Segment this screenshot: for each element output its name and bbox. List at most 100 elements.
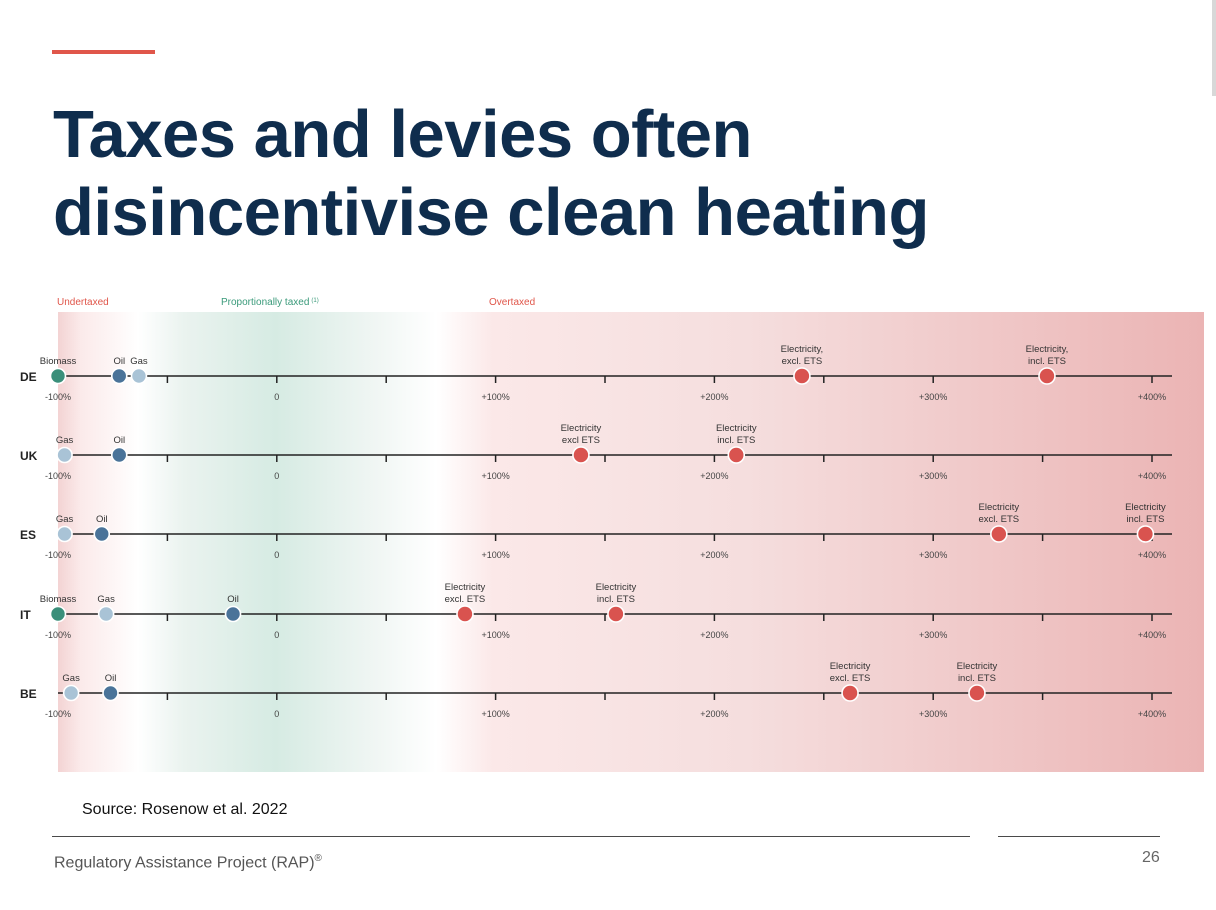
point-label: Electricity, [1026, 344, 1069, 355]
registered-mark: ® [314, 853, 322, 864]
point-label: Electricity [1125, 502, 1166, 513]
zone-label-proportionally-taxed-text: Proportionally taxed [221, 297, 309, 308]
window-edge [1212, 0, 1216, 96]
point-label: Gas [130, 356, 148, 367]
oil-point [224, 605, 242, 623]
point-label: Oil [105, 673, 117, 684]
electricity-point [1136, 525, 1155, 543]
electricity-point [793, 367, 811, 385]
gas-point [97, 605, 115, 623]
tick-label: +200% [700, 392, 728, 402]
oil-point [102, 684, 119, 702]
chart-row-de: DE -100% 0 +100% +200% +300% +400% Biomass Oil Ga… [20, 344, 1172, 402]
point-label: Electricity [445, 582, 486, 593]
tick-label: 0 [274, 550, 279, 560]
oil-point [110, 446, 128, 464]
electricity-point [572, 446, 590, 464]
chart-row-be: BE -100% 0 +100% +200% +300% +400% Gas Oil Electr… [20, 661, 1172, 719]
country-label: BE [20, 687, 37, 701]
tick-label: +400% [1138, 471, 1166, 481]
electricity-point [456, 605, 474, 623]
gas-point [130, 367, 148, 385]
tick-label: -100% [45, 471, 71, 481]
tick-label: +100% [481, 630, 509, 640]
slide-title-line-2: disincentivise clean heating [53, 175, 929, 250]
tick-label: -100% [45, 392, 71, 402]
tick-label: +100% [481, 709, 509, 719]
point-label: Electricity [561, 423, 602, 434]
point-label: excl. ETS [445, 594, 486, 605]
tick-label: 0 [274, 630, 279, 640]
biomass-point [49, 605, 67, 623]
zone-label-overtaxed: Overtaxed [489, 297, 535, 308]
tick-label: +400% [1138, 630, 1166, 640]
point-label: incl. ETS [717, 435, 755, 446]
tick-label: +200% [700, 709, 728, 719]
point-label: Biomass [40, 594, 77, 605]
point-label: Electricity [957, 661, 998, 672]
gas-point [62, 684, 80, 702]
tick-label: +200% [700, 550, 728, 560]
point-label: incl. ETS [1028, 356, 1066, 367]
oil-point [110, 367, 128, 385]
point-label: excl ETS [562, 435, 600, 446]
country-label: IT [20, 608, 31, 622]
point-label: Electricity [596, 582, 637, 593]
tick-label: +300% [919, 709, 947, 719]
gas-point [56, 446, 73, 464]
tick-label: 0 [274, 471, 279, 481]
electricity-point [607, 605, 625, 623]
chart-background [58, 312, 1204, 772]
tick-label: +300% [919, 471, 947, 481]
point-label: Electricity [979, 502, 1020, 513]
electricity-point [727, 446, 746, 464]
point-label: excl. ETS [830, 673, 871, 684]
point-label: excl. ETS [782, 356, 823, 367]
point-label: Electricity, [781, 344, 824, 355]
electricity-point [990, 525, 1008, 543]
tick-label: 0 [274, 392, 279, 402]
page-number: 26 [1142, 849, 1160, 866]
tick-label: +300% [919, 630, 947, 640]
chart-rows: DE -100% 0 +100% +200% +300% +400% Biomass Oil Ga… [20, 344, 1172, 719]
footer-divider [52, 836, 970, 837]
tick-label: -100% [45, 630, 71, 640]
chart-row-uk: UK -100% 0 +100% +200% +300% +400% Gas Oil Electr… [20, 423, 1172, 481]
point-label: incl. ETS [1126, 514, 1164, 525]
slide-title-line-1: Taxes and levies often [53, 97, 752, 172]
footer-organization: Regulatory Assistance Project (RAP)® [54, 853, 322, 872]
point-label: Electricity [716, 423, 757, 434]
tick-label: +200% [700, 471, 728, 481]
electricity-point [841, 684, 859, 702]
tick-label: +100% [481, 550, 509, 560]
zone-label-undertaxed: Undertaxed [57, 297, 109, 308]
point-label: Electricity [830, 661, 871, 672]
slide-title: Taxes and levies often disincentivise cl… [53, 96, 1053, 252]
tick-label: +300% [919, 392, 947, 402]
point-label: Gas [97, 594, 115, 605]
tick-label: 0 [274, 709, 279, 719]
source-citation: Source: Rosenow et al. 2022 [82, 801, 288, 818]
tick-label: -100% [45, 709, 71, 719]
point-label: incl. ETS [958, 673, 996, 684]
tick-label: +200% [700, 630, 728, 640]
zone-label-proportionally-taxed: Proportionally taxed (1) [221, 297, 319, 308]
tick-label: +100% [481, 392, 509, 402]
point-label: incl. ETS [597, 594, 635, 605]
point-label: Oil [227, 594, 239, 605]
title-accent-bar [52, 50, 155, 54]
point-label: Gas [62, 673, 80, 684]
gas-point [56, 525, 73, 543]
point-label: Biomass [40, 356, 77, 367]
footer-org-name: Regulatory Assistance Project (RAP) [54, 854, 315, 872]
tick-label: +100% [481, 471, 509, 481]
chart-row-es: ES -100% 0 +100% +200% +300% +400% Gas Oil Electr… [20, 502, 1172, 560]
footer-divider-right [998, 836, 1160, 837]
biomass-point [49, 367, 67, 385]
oil-point [93, 525, 111, 543]
tick-label: +400% [1138, 550, 1166, 560]
country-label: UK [20, 449, 38, 463]
tick-label: +400% [1138, 709, 1166, 719]
point-label: Gas [56, 435, 74, 446]
